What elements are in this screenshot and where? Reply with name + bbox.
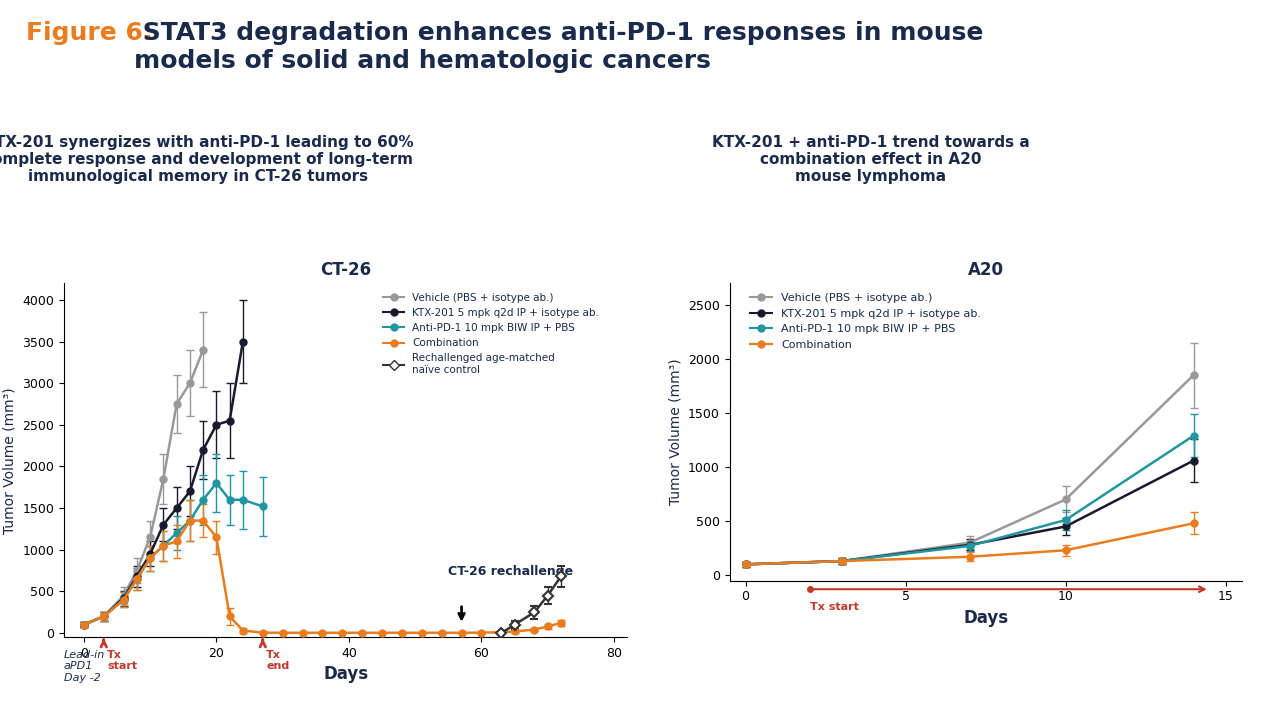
X-axis label: Days: Days (963, 609, 1009, 627)
Text: Tx
end: Tx end (266, 650, 289, 671)
Text: Tx
start: Tx start (108, 650, 137, 671)
Text: KTX-201 + anti-PD-1 trend towards a
combination effect in A20
mouse lymphoma: KTX-201 + anti-PD-1 trend towards a comb… (712, 135, 1029, 184)
Title: CT-26: CT-26 (320, 261, 371, 279)
Y-axis label: Tumor Volume (mm³): Tumor Volume (mm³) (3, 387, 17, 534)
Text: Figure 6:: Figure 6: (26, 21, 152, 45)
Y-axis label: Tumor Volume (mm³): Tumor Volume (mm³) (668, 358, 682, 506)
Text: STAT3 degradation enhances anti-PD-1 responses in mouse
models of solid and hema: STAT3 degradation enhances anti-PD-1 res… (134, 21, 984, 73)
Text: Lead-in
aPD1
Day -2: Lead-in aPD1 Day -2 (64, 650, 105, 683)
X-axis label: Days: Days (323, 666, 369, 683)
Text: CT-26 rechallenge: CT-26 rechallenge (448, 565, 573, 578)
Legend: Vehicle (PBS + isotype ab.), KTX-201 5 mpk q2d IP + isotype ab., Anti-PD-1 10 mp: Vehicle (PBS + isotype ab.), KTX-201 5 m… (379, 288, 603, 379)
Text: Tx start: Tx start (809, 603, 859, 612)
Legend: Vehicle (PBS + isotype ab.), KTX-201 5 mpk q2d IP + isotype ab., Anti-PD-1 10 mp: Vehicle (PBS + isotype ab.), KTX-201 5 m… (745, 289, 986, 354)
Text: KTX-201 synergizes with anti-PD-1 leading to 60%
complete response and developme: KTX-201 synergizes with anti-PD-1 leadin… (0, 135, 413, 184)
Title: A20: A20 (968, 261, 1004, 279)
